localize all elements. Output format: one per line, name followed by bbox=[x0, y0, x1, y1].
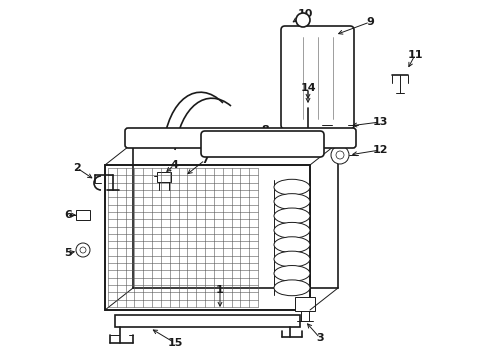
Text: 13: 13 bbox=[372, 117, 388, 127]
Text: 15: 15 bbox=[167, 338, 183, 348]
Circle shape bbox=[296, 13, 310, 27]
Circle shape bbox=[76, 243, 90, 257]
Ellipse shape bbox=[274, 280, 310, 296]
Ellipse shape bbox=[274, 237, 310, 253]
Bar bbox=[105, 165, 310, 310]
Ellipse shape bbox=[274, 266, 310, 282]
Text: 3: 3 bbox=[316, 333, 324, 343]
Text: 4: 4 bbox=[170, 160, 178, 170]
Ellipse shape bbox=[274, 251, 310, 267]
Circle shape bbox=[80, 247, 86, 253]
Circle shape bbox=[336, 151, 344, 159]
Ellipse shape bbox=[274, 208, 310, 224]
FancyBboxPatch shape bbox=[125, 128, 356, 148]
Circle shape bbox=[331, 146, 349, 164]
FancyBboxPatch shape bbox=[281, 26, 354, 129]
Text: 7: 7 bbox=[201, 155, 209, 165]
Text: 11: 11 bbox=[407, 50, 423, 60]
Text: 1: 1 bbox=[216, 285, 224, 295]
Text: 8: 8 bbox=[261, 125, 269, 135]
FancyBboxPatch shape bbox=[201, 131, 324, 157]
Text: 5: 5 bbox=[64, 248, 72, 258]
Bar bbox=[295, 27, 339, 39]
Text: 12: 12 bbox=[372, 145, 388, 155]
Text: 14: 14 bbox=[300, 83, 316, 93]
Ellipse shape bbox=[274, 194, 310, 210]
Bar bbox=[115, 315, 300, 327]
Text: 10: 10 bbox=[297, 9, 313, 19]
Bar bbox=[302, 102, 314, 110]
Bar bbox=[76, 210, 90, 220]
Bar bbox=[105, 165, 310, 310]
Bar bbox=[157, 172, 171, 182]
Ellipse shape bbox=[274, 179, 310, 195]
Bar bbox=[295, 297, 315, 311]
Text: 9: 9 bbox=[366, 17, 374, 27]
Text: 2: 2 bbox=[73, 163, 81, 173]
Bar bbox=[332, 121, 348, 129]
Text: 6: 6 bbox=[64, 210, 72, 220]
Ellipse shape bbox=[274, 222, 310, 238]
